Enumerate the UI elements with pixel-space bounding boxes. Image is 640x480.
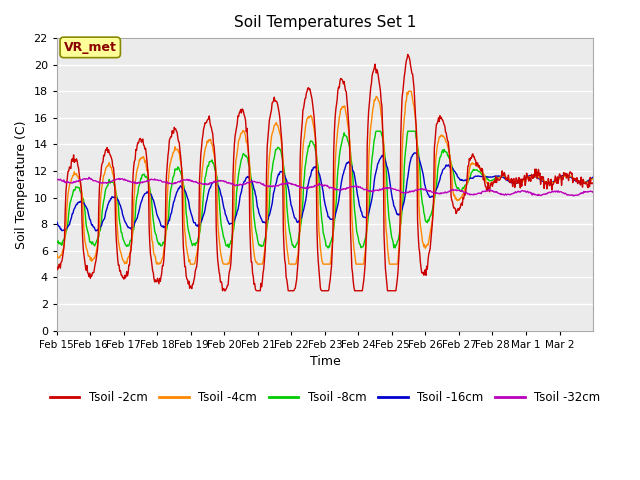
Tsoil -4cm [53,251,61,257]
Tsoil -32cm [53,177,61,182]
Tsoil -16cm [116,203,124,208]
Tsoil -32cm [570,193,577,199]
Tsoil -2cm [381,247,388,253]
Tsoil -16cm [215,185,223,191]
Tsoil -4cm [404,88,412,94]
Tsoil -2cm [214,262,222,268]
Tsoil -8cm [381,157,389,163]
Tsoil -2cm [262,230,269,236]
Tsoil -8cm [589,175,597,181]
Y-axis label: Soil Temperature (C): Soil Temperature (C) [15,120,28,249]
Tsoil -2cm [589,181,597,187]
Tsoil -2cm [412,112,419,118]
Tsoil -4cm [242,133,250,139]
Tsoil -2cm [242,118,250,123]
Tsoil -4cm [412,117,419,123]
Tsoil -2cm [404,51,412,57]
Tsoil -2cm [116,268,124,274]
Line: Tsoil -32cm: Tsoil -32cm [57,178,593,196]
Tsoil -16cm [53,219,61,225]
Tsoil -2cm [219,288,227,294]
Tsoil -8cm [324,245,332,251]
Line: Tsoil -4cm: Tsoil -4cm [57,91,593,264]
Tsoil -8cm [53,239,61,245]
Tsoil -32cm [215,178,223,183]
Tsoil -16cm [381,156,388,161]
Title: Soil Temperatures Set 1: Soil Temperatures Set 1 [234,15,416,30]
Tsoil -4cm [381,165,388,170]
Tsoil -16cm [92,228,100,234]
Tsoil -4cm [589,176,597,181]
X-axis label: Time: Time [310,355,340,368]
Tsoil -4cm [215,235,223,241]
Tsoil -32cm [589,190,597,195]
Tsoil -4cm [116,246,124,252]
Tsoil -16cm [412,150,419,156]
Tsoil -4cm [153,261,161,267]
Tsoil -8cm [261,236,269,241]
Tsoil -16cm [589,174,597,180]
Tsoil -32cm [116,176,124,182]
Tsoil -32cm [411,188,419,193]
Tsoil -16cm [411,150,419,156]
Tsoil -32cm [242,181,250,187]
Line: Tsoil -2cm: Tsoil -2cm [57,54,593,291]
Tsoil -4cm [262,237,269,242]
Tsoil -8cm [241,152,249,158]
Tsoil -8cm [116,220,124,226]
Tsoil -8cm [373,128,381,134]
Tsoil -32cm [262,182,269,188]
Tsoil -8cm [214,185,222,191]
Tsoil -32cm [381,186,388,192]
Tsoil -16cm [262,220,269,226]
Tsoil -8cm [412,129,419,134]
Tsoil -32cm [85,175,93,180]
Tsoil -16cm [242,177,250,182]
Line: Tsoil -16cm: Tsoil -16cm [57,153,593,231]
Line: Tsoil -8cm: Tsoil -8cm [57,131,593,248]
Legend: Tsoil -2cm, Tsoil -4cm, Tsoil -8cm, Tsoil -16cm, Tsoil -32cm: Tsoil -2cm, Tsoil -4cm, Tsoil -8cm, Tsoi… [45,386,605,408]
Text: VR_met: VR_met [64,41,116,54]
Tsoil -2cm [53,264,61,270]
